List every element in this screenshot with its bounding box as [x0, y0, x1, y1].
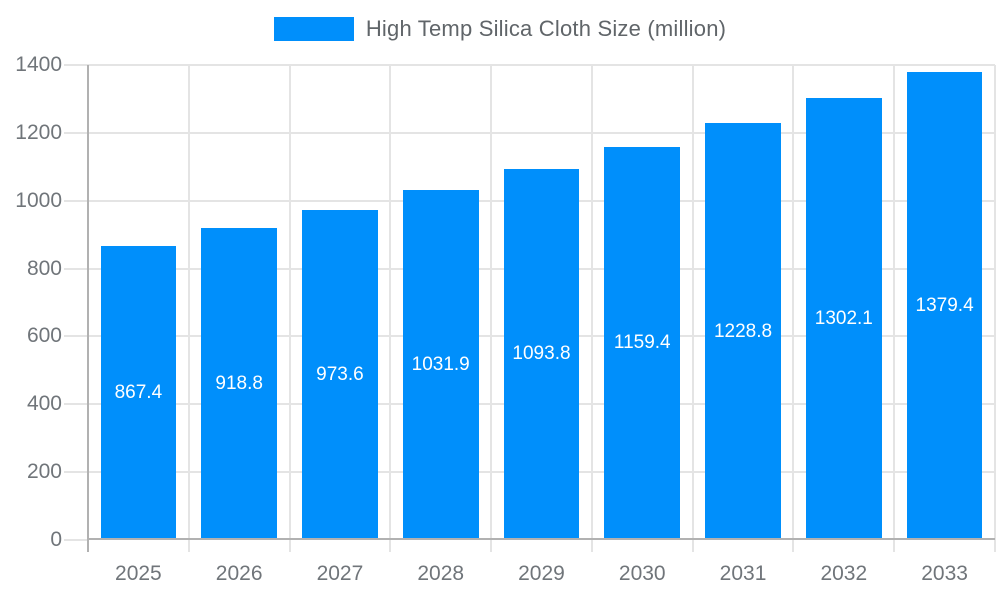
x-axis-label: 2025: [115, 562, 162, 585]
x-gridline: [893, 65, 896, 540]
x-tick: [288, 540, 291, 552]
legend-label: High Temp Silica Cloth Size (million): [365, 16, 727, 41]
bar-2026[interactable]: 918.8: [201, 228, 277, 540]
y-tick: [64, 199, 88, 202]
bar-2031[interactable]: 1228.8: [705, 123, 781, 540]
x-axis-label: 2026: [215, 562, 263, 585]
bar-2025[interactable]: 867.4: [100, 245, 177, 540]
x-axis-label: 2031: [719, 562, 767, 585]
y-axis-label: 1200: [15, 120, 62, 144]
x-axis-label: 2032: [820, 562, 868, 585]
plot-area: 0 200 400 600 800 1000 1200 1400 2025 2026 2027 202…: [15, 53, 996, 585]
bar-2030[interactable]: 1159.4: [604, 146, 681, 540]
bar-value-label: 867.4: [114, 381, 163, 403]
bar-value-label: 1031.9: [411, 353, 470, 375]
x-gridline: [590, 65, 593, 540]
x-axis-label: 2029: [518, 562, 565, 585]
bar-2032[interactable]: 1302.1: [806, 98, 882, 540]
x-axis-label: 2033: [921, 562, 968, 585]
x-tick: [994, 540, 996, 552]
x-gridline: [187, 65, 190, 540]
x-tick: [389, 540, 392, 552]
bar-value-label: 918.8: [215, 373, 263, 395]
x-gridline: [389, 65, 392, 540]
y-tick: [64, 539, 88, 541]
x-axis-label: 2030: [618, 562, 666, 585]
x-tick: [590, 540, 593, 552]
y-axis-line: [87, 65, 89, 552]
y-axis-label: 800: [26, 256, 62, 280]
bar-value-label: 973.6: [316, 363, 364, 385]
bar-2033[interactable]: 1379.4: [906, 72, 983, 540]
x-gridline: [994, 65, 996, 540]
x-gridline: [490, 65, 493, 540]
bar-2029[interactable]: 1093.8: [503, 168, 580, 540]
y-axis-label: 200: [26, 460, 62, 484]
y-axis-label: 1400: [15, 53, 62, 76]
y-tick: [64, 471, 88, 474]
y-gridline: [88, 64, 995, 66]
y-axis-label: 400: [26, 392, 62, 416]
y-tick: [64, 267, 88, 270]
x-axis-line: [88, 538, 995, 540]
x-axis-label: 2027: [316, 562, 364, 585]
bar-value-label: 1228.8: [713, 320, 773, 342]
y-axis-label: 600: [26, 324, 62, 348]
y-tick: [64, 131, 88, 134]
x-axis-label: 2028: [417, 562, 465, 585]
bar-value-label: 1093.8: [512, 343, 571, 365]
x-tick: [792, 540, 795, 552]
bar-2028[interactable]: 1031.9: [402, 189, 479, 540]
y-axis-label: 0: [50, 528, 62, 551]
y-tick: [64, 64, 88, 66]
bar-value-label: 1159.4: [613, 332, 671, 354]
bar-2027[interactable]: 973.6: [302, 209, 378, 540]
x-gridline: [691, 65, 694, 540]
y-tick: [64, 335, 88, 338]
y-tick: [64, 403, 88, 406]
bar-value-label: 1379.4: [915, 295, 974, 316]
bar-value-label: 1302.1: [814, 308, 873, 330]
x-tick: [691, 540, 694, 552]
x-tick: [893, 540, 896, 552]
x-gridline: [792, 65, 795, 540]
legend-item[interactable]: High Temp Silica Cloth Size (million): [0, 16, 1000, 42]
x-tick: [490, 540, 493, 552]
legend-marker: [273, 17, 354, 41]
y-gridline: [88, 131, 995, 134]
x-tick: [187, 540, 190, 552]
x-gridline: [288, 65, 291, 540]
y-axis-label: 1000: [15, 188, 62, 212]
